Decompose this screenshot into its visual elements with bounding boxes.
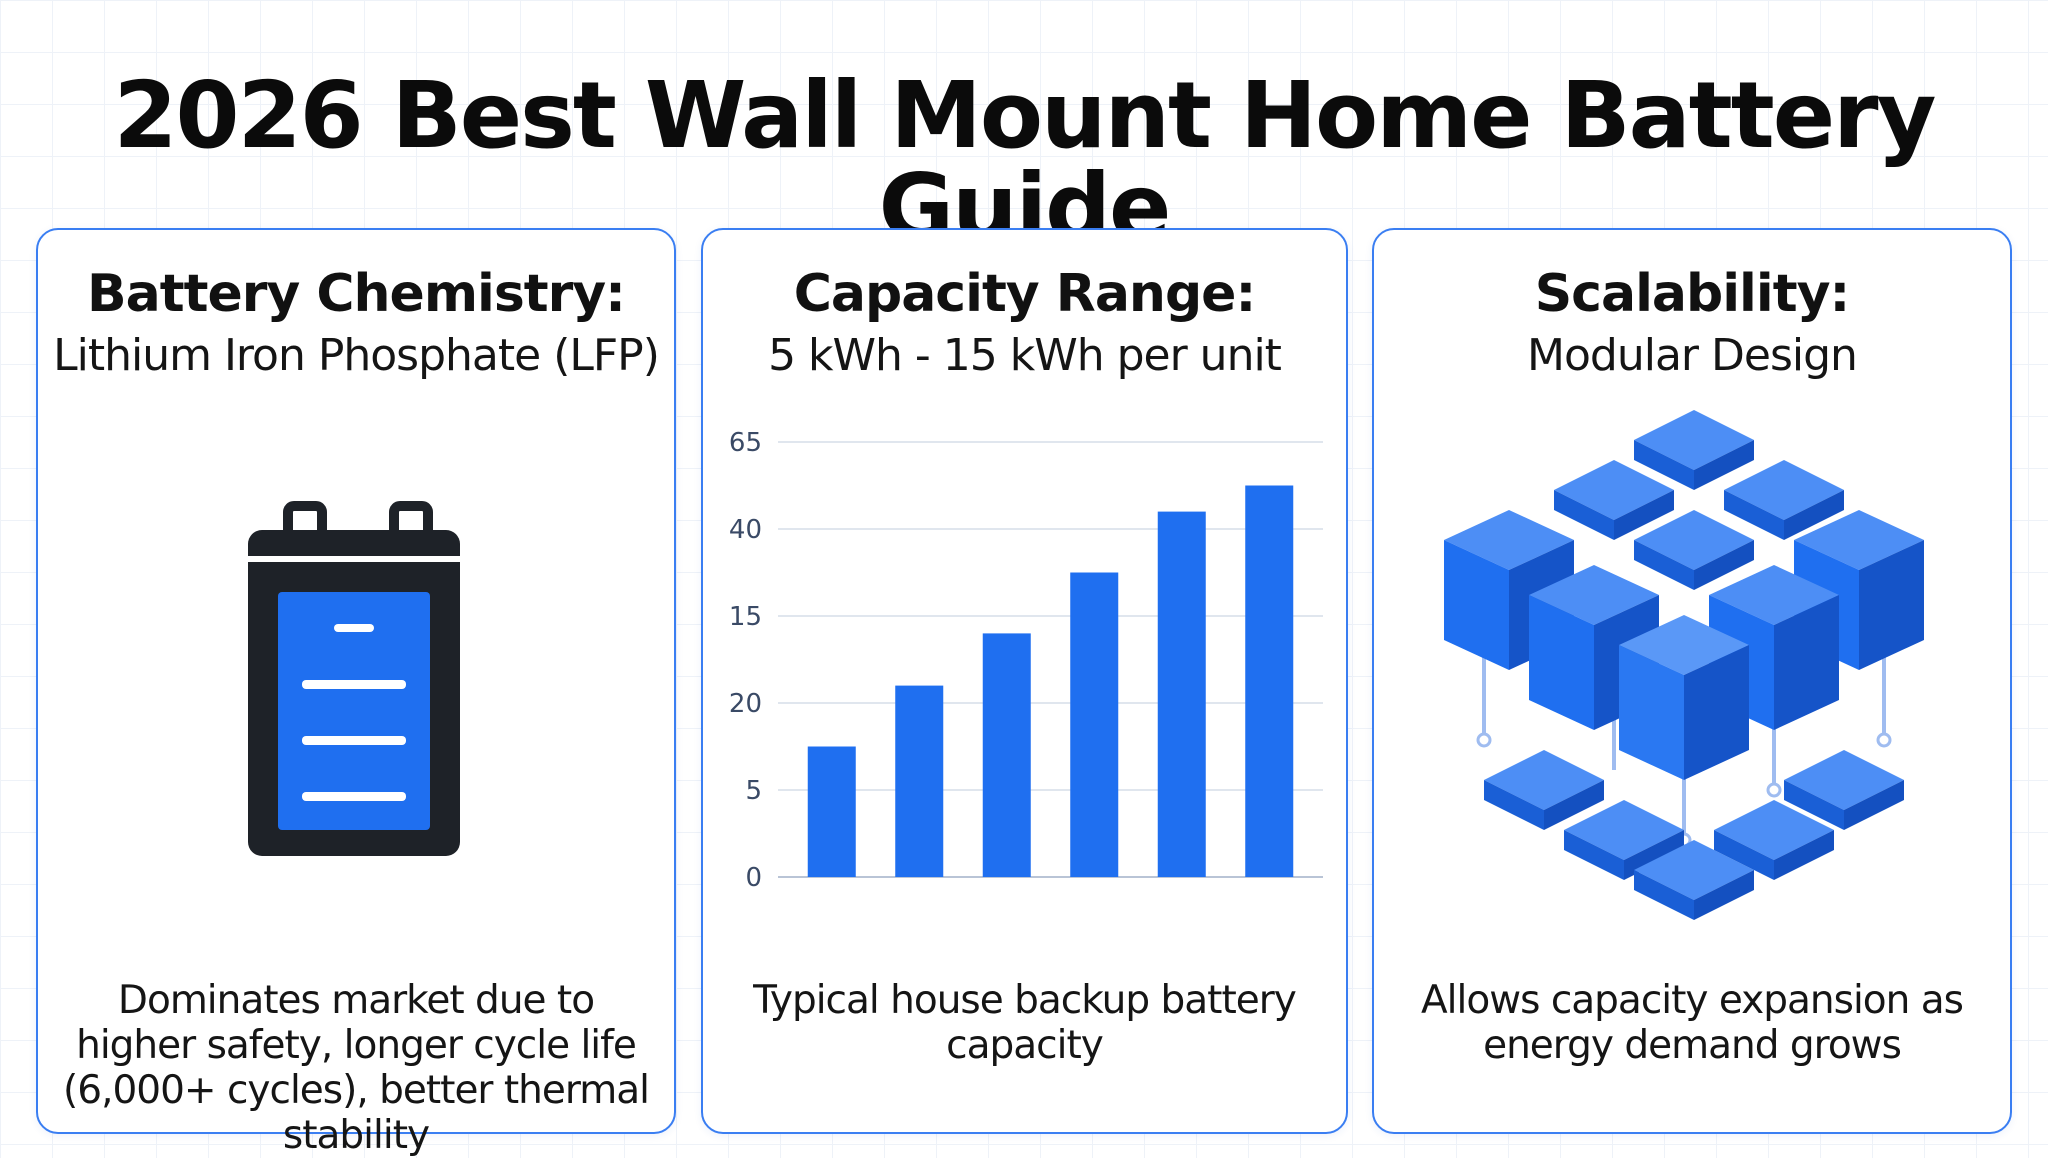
scalability-card: Scalability: Modular Design [1372, 228, 2012, 1134]
card-description: Typical house backup battery capacity [753, 978, 1297, 1068]
chart-bar [895, 685, 944, 877]
card-heading: Capacity Range: [793, 264, 1257, 324]
chart-bar [982, 633, 1031, 877]
capacity-bar-chart: 0 5 20 15 40 65 [703, 420, 1348, 960]
card-description: Allows capacity expansion as energy dema… [1421, 978, 1964, 1068]
capacity-range-card: Capacity Range: 5 kWh - 15 kWh per unit … [701, 228, 1348, 1134]
card-subheading: Lithium Iron Phosphate (LFP) [53, 330, 660, 381]
y-tick-label: 40 [729, 515, 762, 545]
chart-bar [807, 746, 856, 877]
battery-chemistry-card: Battery Chemistry: Lithium Iron Phosphat… [36, 228, 676, 1158]
y-tick-label: 15 [729, 602, 762, 632]
battery-icon [248, 500, 468, 864]
modular-cubes-icon [1444, 410, 1944, 954]
y-tick-label: 5 [745, 776, 762, 806]
card-description: Dominates market due to higher safety, l… [63, 978, 650, 1158]
card-subheading: 5 kWh - 15 kWh per unit [768, 330, 1282, 381]
y-tick-label: 65 [729, 428, 762, 458]
chart-bar [1157, 511, 1206, 877]
card-subheading: Modular Design [1527, 330, 1858, 381]
chart-bar [1245, 485, 1294, 877]
card-heading: Battery Chemistry: [87, 264, 626, 324]
card-heading: Scalability: [1534, 264, 1851, 324]
chart-bar [1070, 572, 1119, 877]
y-tick-label: 0 [745, 863, 762, 893]
y-tick-label: 20 [729, 689, 762, 719]
page-title: 2026 Best Wall Mount Home Battery Guide [113, 62, 1937, 261]
